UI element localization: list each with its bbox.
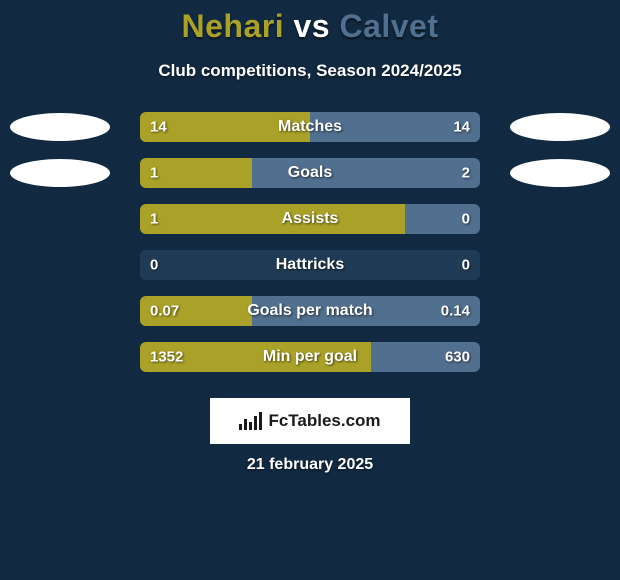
- value-right: 14: [453, 119, 470, 136]
- bar-track: [140, 158, 480, 188]
- value-left: 1: [150, 165, 158, 182]
- bar-track: [140, 112, 480, 142]
- value-right: 0: [462, 257, 470, 274]
- comparison-infographic: Nehari vs Calvet Club competitions, Seas…: [0, 0, 620, 580]
- stat-row: 0.070.14Goals per match: [0, 288, 620, 334]
- value-right: 0: [462, 211, 470, 228]
- stat-row: 1352630Min per goal: [0, 334, 620, 380]
- value-left: 1: [150, 211, 158, 228]
- value-left: 0.07: [150, 303, 179, 320]
- bar-chart-icon: [239, 412, 262, 430]
- value-left: 0: [150, 257, 158, 274]
- value-right: 0.14: [441, 303, 470, 320]
- fctables-logo: FcTables.com: [210, 398, 410, 444]
- stat-row: 12Goals: [0, 150, 620, 196]
- vs-word: vs: [293, 8, 330, 44]
- player2-name: Calvet: [339, 8, 438, 44]
- value-left: 1352: [150, 349, 183, 366]
- subtitle: Club competitions, Season 2024/2025: [0, 61, 620, 81]
- stat-row: 1414Matches: [0, 104, 620, 150]
- page-title: Nehari vs Calvet: [0, 0, 620, 45]
- logo-text: FcTables.com: [268, 411, 380, 431]
- bar-track: [140, 204, 480, 234]
- bar-right: [252, 158, 480, 188]
- date-stamp: 21 february 2025: [0, 456, 620, 474]
- bar-track: [140, 296, 480, 326]
- bar-track: [140, 342, 480, 372]
- stats-chart: 1414Matches12Goals10Assists00Hattricks0.…: [0, 104, 620, 380]
- value-left: 14: [150, 119, 167, 136]
- player1-name: Nehari: [181, 8, 284, 44]
- value-right: 630: [445, 349, 470, 366]
- player2-blob: [510, 113, 610, 141]
- bar-left: [140, 204, 405, 234]
- bar-track: [140, 250, 480, 280]
- stat-row: 10Assists: [0, 196, 620, 242]
- player1-blob: [10, 159, 110, 187]
- value-right: 2: [462, 165, 470, 182]
- player2-blob: [510, 159, 610, 187]
- player1-blob: [10, 113, 110, 141]
- stat-row: 00Hattricks: [0, 242, 620, 288]
